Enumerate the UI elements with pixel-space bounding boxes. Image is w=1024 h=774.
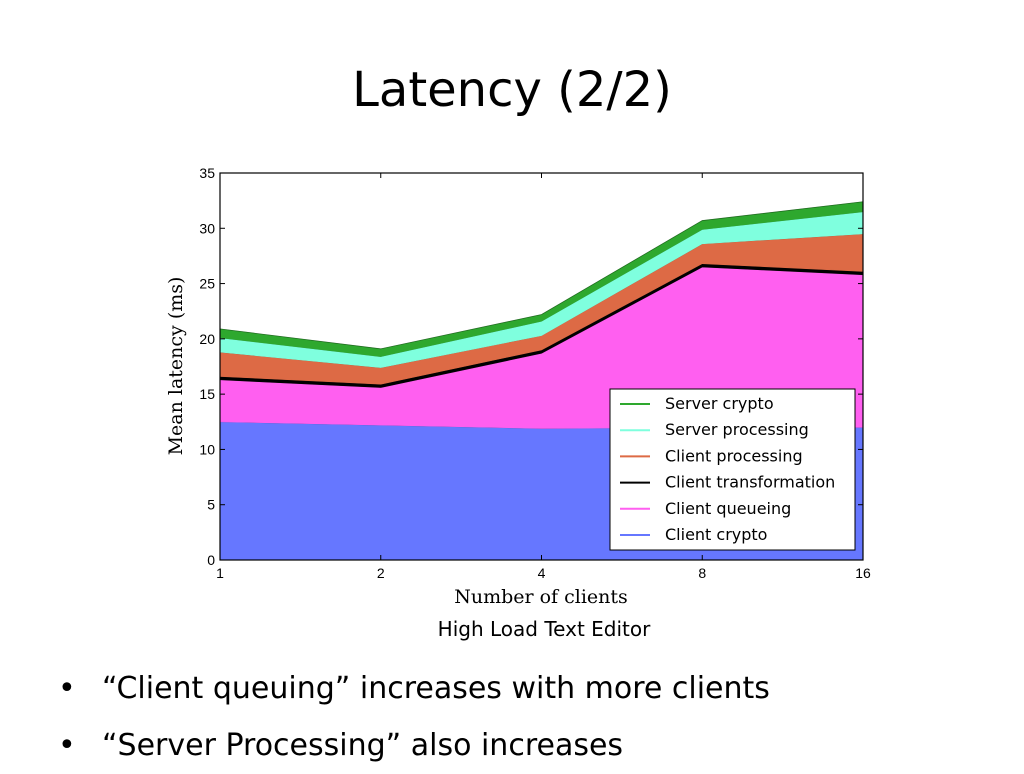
chart-caption: High Load Text Editor <box>437 617 651 641</box>
legend-box <box>609 388 856 551</box>
legend: Server crypto Server processing Client pro… <box>609 388 856 551</box>
y-tick-label: 5 <box>207 497 215 513</box>
bullet-icon: • <box>58 671 76 706</box>
bullet-item: • “Server Processing” also increases <box>58 717 770 774</box>
y-tick-label: 0 <box>207 552 215 568</box>
bullet-item: • “Client queuing” increases with more c… <box>58 660 770 717</box>
y-tick-label: 25 <box>199 276 215 292</box>
bullet-list: • “Client queuing” increases with more c… <box>58 660 770 774</box>
y-tick-label: 35 <box>199 165 215 181</box>
y-tick-label: 20 <box>199 331 215 347</box>
x-axis-label: Number of clients <box>454 586 628 608</box>
x-axis-ticks: 1 2 4 8 16 <box>216 173 871 581</box>
y-axis-ticks: 0 5 10 15 20 25 30 35 <box>199 165 863 568</box>
legend-label-server-processing: Server processing <box>665 420 809 439</box>
slide-title: Latency (2/2) <box>352 62 672 118</box>
legend-label-client-processing: Client processing <box>665 446 803 465</box>
bullet-text: “Client queuing” increases with more cli… <box>102 671 770 706</box>
y-tick-label: 15 <box>199 386 215 402</box>
legend-label-server-crypto: Server crypto <box>665 394 774 413</box>
bullet-text: “Server Processing” also increases <box>102 728 624 763</box>
line-server-crypto <box>219 201 864 350</box>
legend-label-client-crypto: Client crypto <box>665 525 767 544</box>
x-tick-label: 16 <box>855 565 871 581</box>
y-axis-label: Mean latency (ms) <box>165 277 187 456</box>
legend-label-client-transformation: Client transformation <box>665 473 835 492</box>
x-tick-label: 8 <box>698 565 706 581</box>
y-tick-label: 30 <box>199 220 215 236</box>
x-tick-label: 4 <box>538 565 546 581</box>
x-tick-label: 2 <box>377 565 385 581</box>
y-tick-label: 10 <box>199 441 215 457</box>
bullet-icon: • <box>58 728 76 763</box>
legend-label-client-queueing: Client queueing <box>665 499 791 518</box>
x-tick-label: 1 <box>216 565 224 581</box>
